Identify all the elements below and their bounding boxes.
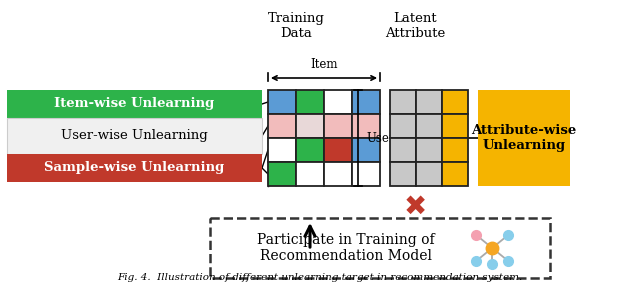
Text: Item-wise Unlearning: Item-wise Unlearning (54, 98, 214, 110)
Bar (324, 162, 352, 186)
Text: Training
Data: Training Data (268, 12, 324, 40)
Text: ✖: ✖ (403, 193, 427, 221)
Text: Latent
Attribute: Latent Attribute (385, 12, 445, 40)
Bar (296, 114, 324, 138)
Bar (296, 90, 324, 114)
Bar (390, 162, 416, 186)
Bar (416, 114, 442, 138)
Bar (442, 162, 468, 186)
Text: Attribute-wise
Unlearning: Attribute-wise Unlearning (472, 124, 577, 152)
Bar (416, 162, 442, 186)
Bar (442, 90, 468, 114)
Bar (390, 114, 416, 138)
Bar (210, 218, 550, 278)
Bar (352, 114, 380, 138)
Text: User-wise Unlearning: User-wise Unlearning (61, 129, 208, 142)
Text: Participate in Training of
Recommendation Model: Participate in Training of Recommendatio… (257, 233, 435, 263)
Bar (268, 90, 296, 114)
Bar (268, 114, 296, 138)
Text: User: User (366, 131, 394, 145)
Bar (7, 154, 262, 182)
Bar (390, 138, 416, 162)
Bar (390, 90, 416, 114)
Bar (442, 114, 468, 138)
Bar (268, 162, 296, 186)
Bar (352, 162, 380, 186)
Bar (324, 90, 352, 114)
Bar (352, 90, 380, 114)
Bar (268, 138, 296, 162)
Bar (296, 162, 324, 186)
Bar (416, 90, 442, 114)
Bar (324, 138, 352, 162)
Bar (296, 138, 324, 162)
Bar (7, 118, 262, 154)
Bar (416, 138, 442, 162)
Bar (324, 114, 352, 138)
Bar (478, 90, 570, 186)
Text: Item: Item (310, 58, 338, 71)
Bar (442, 138, 468, 162)
Bar (352, 138, 380, 162)
Bar (7, 90, 262, 118)
Text: Fig. 4.  Illustration of different unlearning target in recommendation system.: Fig. 4. Illustration of different unlear… (117, 273, 523, 282)
Text: Sample-wise Unlearning: Sample-wise Unlearning (44, 161, 225, 175)
